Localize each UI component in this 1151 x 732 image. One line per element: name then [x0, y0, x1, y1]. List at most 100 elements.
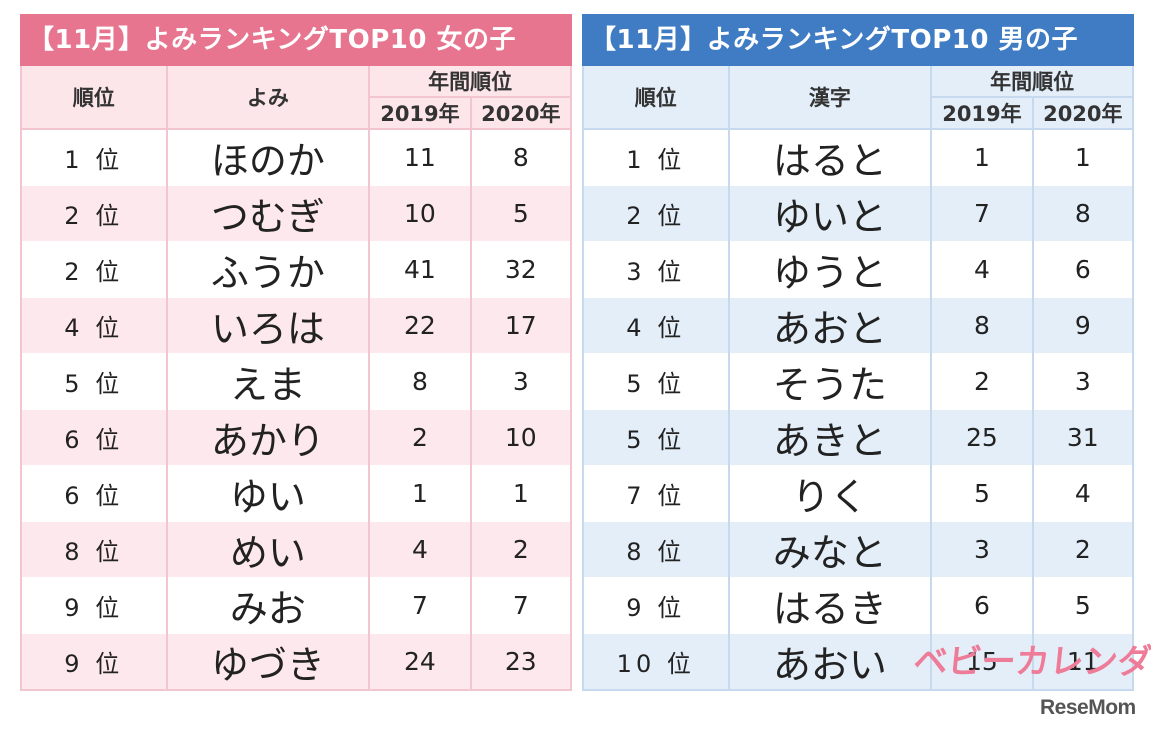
rank-2019-cell: 2: [368, 409, 471, 466]
rank-2020-cell: 5: [469, 185, 571, 242]
rank-2020-cell: 2: [469, 521, 571, 578]
boys-ranking-panel: 【11月】よみランキングTOP10 男の子 順位 漢字 年間順位 2019年 2…: [582, 14, 1134, 691]
rank-2020-cell: 4: [1031, 465, 1133, 522]
name-cell: ほのか: [165, 128, 370, 186]
boys-ranking-table: 順位 漢字 年間順位 2019年 2020年 1 位はると 1 1 2 位ゆいと 7 8 3…: [582, 66, 1134, 691]
rank-2019-cell: 8: [930, 297, 1033, 354]
name-cell: ゆい: [165, 465, 370, 522]
rank-cell: 9 位: [20, 577, 167, 634]
name-cell: ゆいと: [727, 185, 932, 242]
table-row: 4 位いろは 22 17: [20, 297, 571, 354]
girls-ranking-title: 【11月】よみランキングTOP10 女の子: [20, 14, 572, 66]
rank-cell: 8 位: [20, 521, 167, 578]
table-row: 5 位えま 8 3: [20, 353, 571, 410]
girls-ranking-panel: 【11月】よみランキングTOP10 女の子 順位 よみ 年間順位 2019年 2…: [20, 14, 572, 691]
name-cell: あおと: [727, 297, 932, 354]
rank-2020-cell: 8: [469, 128, 571, 186]
table-row: 1 位はると 1 1: [582, 128, 1133, 186]
name-cell: そうた: [727, 353, 932, 410]
table-row: 2 位ゆいと 7 8: [582, 185, 1133, 242]
name-header: よみ: [165, 66, 370, 130]
rank-2020-cell: 31: [1031, 409, 1133, 466]
rank-2019-cell: 1: [930, 128, 1033, 186]
name-cell: えま: [165, 353, 370, 410]
rank-cell: 5 位: [20, 353, 167, 410]
rank-cell: 5 位: [582, 353, 729, 410]
name-cell: はると: [727, 128, 932, 186]
table-row: 9 位ゆづき 24 23: [20, 633, 571, 690]
resemom-logo: ReseMom: [1040, 696, 1136, 719]
table-row: 7 位りく 5 4: [582, 465, 1133, 522]
rank-header: 順位: [20, 66, 167, 130]
girls-table-body: 1 位ほのか 11 8 2 位つむぎ 10 5 2 位ふうか 41 32 4 位いろは 22 17 5 …: [20, 128, 571, 690]
rank-2019-cell: 4: [930, 241, 1033, 298]
baby-calendar-logo: ベビーカレンダー: [911, 642, 1151, 682]
rank-2020-cell: 32: [469, 241, 571, 298]
rank-2019-cell: 7: [368, 577, 471, 634]
rank-cell: 8 位: [582, 521, 729, 578]
rank-2019-cell: 7: [930, 185, 1033, 242]
rank-2020-cell: 2: [1031, 521, 1133, 578]
year-2019-header: 2019年: [368, 97, 471, 130]
name-cell: みなと: [727, 521, 932, 578]
rank-cell: 2 位: [582, 185, 729, 242]
name-cell: ゆづき: [165, 633, 370, 690]
name-cell: ふうか: [165, 241, 370, 298]
name-cell: あかり: [165, 409, 370, 466]
table-row: 6 位あかり 2 10: [20, 409, 571, 466]
rank-cell: 5 位: [582, 409, 729, 466]
rank-2019-cell: 24: [368, 633, 471, 690]
rank-cell: 6 位: [20, 465, 167, 522]
name-cell: あおい: [727, 633, 932, 690]
rank-2019-cell: 5: [930, 465, 1033, 522]
table-row: 5 位そうた 2 3: [582, 353, 1133, 410]
table-row: 9 位はるき 6 5: [582, 577, 1133, 634]
table-row: 4 位あおと 8 9: [582, 297, 1133, 354]
table-row: 10 位あおい 15 11: [582, 633, 1133, 690]
name-cell: めい: [165, 521, 370, 578]
rank-2019-cell: 6: [930, 577, 1033, 634]
name-cell: あきと: [727, 409, 932, 466]
rank-2020-cell: 1: [1031, 128, 1133, 186]
rank-2020-cell: 23: [469, 633, 571, 690]
rank-2020-cell: 9: [1031, 297, 1133, 354]
annual-rank-header: 年間順位: [930, 66, 1133, 98]
year-2020-header: 2020年: [1031, 97, 1133, 130]
rank-2019-cell: 22: [368, 297, 471, 354]
rank-2020-cell: 7: [469, 577, 571, 634]
boys-table-body: 1 位はると 1 1 2 位ゆいと 7 8 3 位ゆうと 4 6 4 位あおと 8 9 5 位そうた 2 3…: [582, 128, 1133, 690]
name-cell: つむぎ: [165, 185, 370, 242]
rank-cell: 4 位: [20, 297, 167, 354]
annual-rank-header: 年間順位: [368, 66, 571, 98]
rank-2019-cell: 8: [368, 353, 471, 410]
name-cell: みお: [165, 577, 370, 634]
rank-2019-cell: 41: [368, 241, 471, 298]
rank-cell: 1 位: [582, 128, 729, 186]
name-cell: はるき: [727, 577, 932, 634]
rank-2020-cell: 17: [469, 297, 571, 354]
rank-2019-cell: 25: [930, 409, 1033, 466]
rank-2019-cell: 1: [368, 465, 471, 522]
year-2019-header: 2019年: [930, 97, 1033, 130]
name-cell: りく: [727, 465, 932, 522]
table-row: 6 位ゆい 1 1: [20, 465, 571, 522]
rank-cell: 6 位: [20, 409, 167, 466]
table-row: 2 位ふうか 41 32: [20, 241, 571, 298]
rank-2019-cell: 10: [368, 185, 471, 242]
rank-cell: 4 位: [582, 297, 729, 354]
name-header: 漢字: [727, 66, 932, 130]
table-row: 2 位つむぎ 10 5: [20, 185, 571, 242]
rank-2019-cell: 3: [930, 521, 1033, 578]
table-row: 1 位ほのか 11 8: [20, 128, 571, 186]
rank-cell: 1 位: [20, 128, 167, 186]
rank-header: 順位: [582, 66, 729, 130]
table-row: 5 位あきと 25 31: [582, 409, 1133, 466]
rank-2020-cell: 5: [1031, 577, 1133, 634]
rank-2019-cell: 4: [368, 521, 471, 578]
rank-2020-cell: 11: [1031, 633, 1133, 690]
rank-cell: 2 位: [20, 185, 167, 242]
rank-cell: 9 位: [20, 633, 167, 690]
boys-ranking-title: 【11月】よみランキングTOP10 男の子: [582, 14, 1134, 66]
rank-cell: 9 位: [582, 577, 729, 634]
year-2020-header: 2020年: [469, 97, 571, 130]
